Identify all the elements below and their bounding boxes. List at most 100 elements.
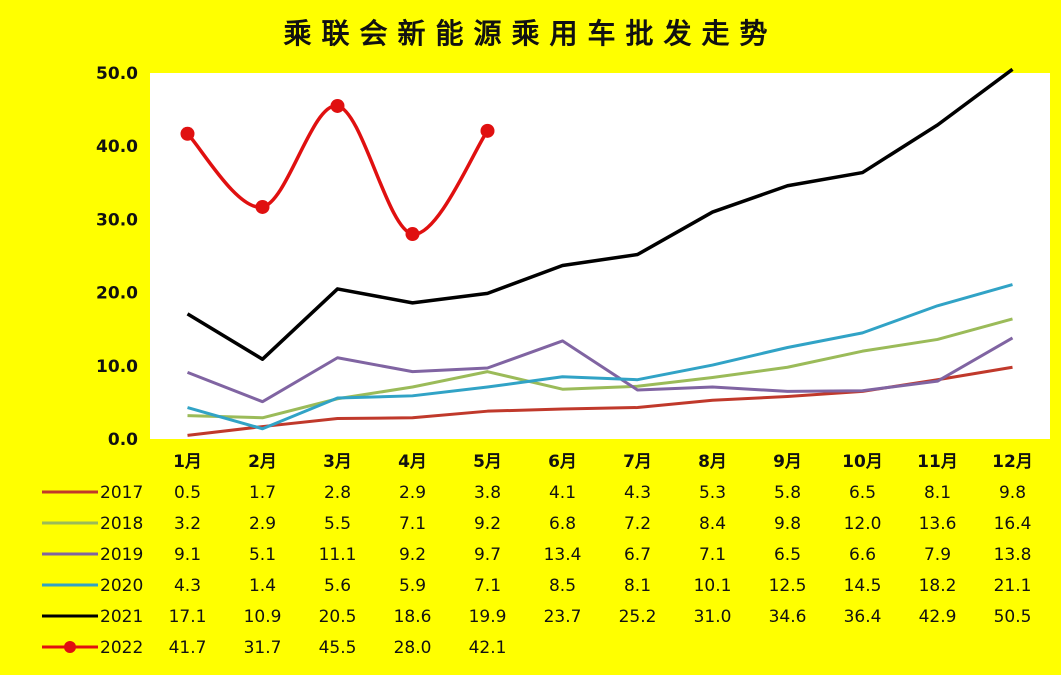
x-category-label: 3月 bbox=[323, 452, 352, 472]
data-label: 6.5 bbox=[774, 545, 801, 565]
legend-label-2018: 2018 bbox=[100, 514, 143, 534]
data-label: 5.1 bbox=[249, 545, 276, 565]
data-label: 1.7 bbox=[249, 483, 276, 503]
x-category-label: 10月 bbox=[842, 452, 883, 472]
data-label: 13.8 bbox=[994, 545, 1032, 565]
data-label: 4.1 bbox=[549, 483, 576, 503]
data-label: 6.5 bbox=[849, 483, 876, 503]
data-label: 2.9 bbox=[249, 514, 276, 534]
series-point-2022 bbox=[480, 123, 495, 138]
series-point-2022 bbox=[330, 98, 345, 113]
legend-marker-2022 bbox=[64, 641, 76, 653]
series-line-2020 bbox=[187, 283, 1013, 431]
data-label: 16.4 bbox=[994, 514, 1032, 534]
data-label: 18.6 bbox=[394, 607, 432, 627]
data-label: 10.1 bbox=[694, 576, 732, 596]
data-label: 6.7 bbox=[624, 545, 651, 565]
data-label: 9.7 bbox=[474, 545, 501, 565]
data-label: 2.8 bbox=[324, 483, 351, 503]
x-category-label: 5月 bbox=[473, 452, 502, 472]
x-category-label: 7月 bbox=[623, 452, 652, 472]
data-label: 12.5 bbox=[769, 576, 807, 596]
data-label: 34.6 bbox=[769, 607, 807, 627]
legend-label-2022: 2022 bbox=[100, 638, 143, 658]
data-label: 50.5 bbox=[994, 607, 1032, 627]
data-label: 17.1 bbox=[169, 607, 207, 627]
data-label: 13.6 bbox=[919, 514, 957, 534]
data-label: 8.1 bbox=[624, 576, 651, 596]
data-label: 31.7 bbox=[244, 638, 282, 658]
data-label: 19.9 bbox=[469, 607, 507, 627]
data-label: 3.8 bbox=[474, 483, 501, 503]
data-label: 9.8 bbox=[774, 514, 801, 534]
x-category-label: 2月 bbox=[248, 452, 277, 472]
legend-label-2019: 2019 bbox=[100, 545, 143, 565]
data-label: 42.1 bbox=[469, 638, 507, 658]
data-label: 7.2 bbox=[624, 514, 651, 534]
series-line-2019 bbox=[186, 336, 1014, 404]
data-label: 36.4 bbox=[844, 607, 882, 627]
x-category-label: 1月 bbox=[173, 452, 202, 472]
data-label: 1.4 bbox=[249, 576, 276, 596]
x-category-label: 9月 bbox=[773, 452, 802, 472]
data-label: 5.5 bbox=[324, 514, 351, 534]
y-tick-label: 10.0 bbox=[96, 357, 138, 377]
data-label: 14.5 bbox=[844, 576, 882, 596]
data-label: 31.0 bbox=[694, 607, 732, 627]
data-label: 3.2 bbox=[174, 514, 201, 534]
data-label: 9.2 bbox=[399, 545, 426, 565]
data-label: 13.4 bbox=[544, 545, 582, 565]
legend-label-2017: 2017 bbox=[100, 483, 143, 503]
series-line-2021 bbox=[186, 67, 1014, 361]
legend-label-2020: 2020 bbox=[100, 576, 143, 596]
data-label: 41.7 bbox=[169, 638, 207, 658]
data-label: 4.3 bbox=[174, 576, 201, 596]
data-label: 20.5 bbox=[319, 607, 357, 627]
y-tick-label: 50.0 bbox=[96, 64, 138, 84]
data-label: 8.5 bbox=[549, 576, 576, 596]
data-label: 7.1 bbox=[699, 545, 726, 565]
data-label: 6.6 bbox=[849, 545, 876, 565]
x-category-label: 8月 bbox=[698, 452, 727, 472]
data-label: 42.9 bbox=[919, 607, 957, 627]
data-label: 7.1 bbox=[399, 514, 426, 534]
data-label: 9.8 bbox=[999, 483, 1026, 503]
data-label: 7.9 bbox=[924, 545, 951, 565]
data-label: 12.0 bbox=[844, 514, 882, 534]
y-tick-label: 20.0 bbox=[96, 284, 138, 304]
legend-label-2021: 2021 bbox=[100, 607, 143, 627]
y-tick-label: 0.0 bbox=[108, 430, 138, 450]
data-label: 5.6 bbox=[324, 576, 351, 596]
data-label: 10.9 bbox=[244, 607, 282, 627]
series-point-2022 bbox=[180, 126, 195, 141]
x-category-label: 11月 bbox=[917, 452, 958, 472]
y-tick-label: 40.0 bbox=[96, 137, 138, 157]
data-label: 18.2 bbox=[919, 576, 957, 596]
data-label: 5.3 bbox=[699, 483, 726, 503]
data-label: 9.2 bbox=[474, 514, 501, 534]
data-label: 6.8 bbox=[549, 514, 576, 534]
chart-title: 乘联会新能源乘用车批发走势 bbox=[283, 17, 778, 50]
data-label: 8.4 bbox=[699, 514, 726, 534]
y-tick-label: 30.0 bbox=[96, 210, 138, 230]
table-background bbox=[150, 445, 1050, 662]
data-label: 8.1 bbox=[924, 483, 951, 503]
data-label: 0.5 bbox=[174, 483, 201, 503]
data-label: 28.0 bbox=[394, 638, 432, 658]
data-label: 4.3 bbox=[624, 483, 651, 503]
data-label: 9.1 bbox=[174, 545, 201, 565]
data-label: 5.9 bbox=[399, 576, 426, 596]
data-label: 7.1 bbox=[474, 576, 501, 596]
data-label: 2.9 bbox=[399, 483, 426, 503]
x-category-label: 12月 bbox=[992, 452, 1033, 472]
data-label: 23.7 bbox=[544, 607, 582, 627]
data-label: 45.5 bbox=[319, 638, 357, 658]
data-label: 5.8 bbox=[774, 483, 801, 503]
data-label: 11.1 bbox=[319, 545, 357, 565]
data-label: 25.2 bbox=[619, 607, 657, 627]
x-category-label: 4月 bbox=[398, 452, 427, 472]
data-label: 21.1 bbox=[994, 576, 1032, 596]
series-point-2022 bbox=[255, 199, 270, 214]
series-point-2022 bbox=[405, 227, 420, 242]
